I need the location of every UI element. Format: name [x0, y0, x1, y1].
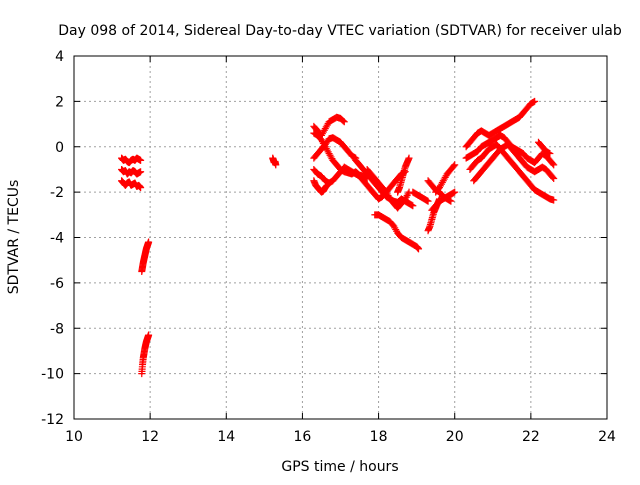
data-point: [339, 117, 347, 125]
y-tick-label: -8: [50, 321, 64, 337]
y-tick-label: -4: [50, 231, 64, 247]
series-f4: [394, 154, 413, 196]
data-point: [272, 161, 280, 169]
series-c: [138, 331, 153, 378]
y-tick-label: 4: [55, 49, 64, 65]
x-tick-label: 20: [446, 429, 464, 445]
series-d: [269, 154, 280, 169]
x-tick-label: 16: [294, 429, 312, 445]
data-point: [415, 245, 423, 253]
data-point: [145, 331, 153, 339]
x-tick-label: 14: [217, 429, 235, 445]
data-point: [409, 202, 417, 210]
data-point: [137, 156, 145, 164]
series-i1: [462, 97, 539, 151]
x-axis-label: GPS time / hours: [281, 459, 398, 475]
series-e1: [310, 113, 348, 139]
y-tick-label: -12: [41, 412, 64, 428]
data-point: [145, 238, 153, 246]
data-point: [451, 188, 459, 196]
data-point: [550, 175, 558, 183]
series-h1: [409, 188, 432, 205]
series-i5: [534, 138, 554, 158]
x-tick-label: 24: [598, 429, 616, 445]
x-tick-label: 12: [141, 429, 159, 445]
data-point: [550, 161, 558, 169]
x-tick-label: 18: [370, 429, 388, 445]
data-point: [531, 97, 539, 105]
y-tick-label: -6: [50, 276, 64, 292]
series-a2: [118, 165, 145, 178]
series-i4: [470, 140, 558, 185]
data-point: [450, 162, 458, 170]
grid-lines: [74, 56, 607, 419]
y-axis-label: SDTVAR / TECUs: [6, 180, 22, 295]
y-tick-label: -10: [41, 367, 64, 383]
data-point: [447, 197, 455, 205]
x-tick-label: 10: [65, 429, 83, 445]
series-f3: [363, 165, 413, 212]
series-e3: [310, 134, 360, 162]
data-point: [405, 154, 413, 162]
data-point: [451, 161, 459, 169]
data-point: [424, 197, 432, 205]
data-point: [550, 196, 558, 204]
y-tick-label: 2: [55, 94, 64, 110]
data-point: [404, 190, 412, 198]
data-point: [137, 184, 145, 192]
series-i3: [466, 140, 558, 204]
data-point: [340, 118, 348, 126]
data-markers: [118, 97, 558, 378]
y-tick-label: 0: [55, 140, 64, 156]
series-h5: [432, 161, 459, 196]
data-point: [549, 173, 557, 181]
series-a1: [118, 154, 145, 167]
data-point: [137, 168, 145, 176]
series-g: [371, 211, 423, 253]
chart-title: Day 098 of 2014, Sidereal Day-to-day VTE…: [58, 23, 622, 39]
series-b: [138, 238, 153, 276]
series-a3: [118, 177, 145, 192]
y-tick-label: -2: [50, 185, 64, 201]
data-point: [323, 181, 331, 189]
data-point: [549, 160, 557, 168]
axis-ticks: [73, 55, 608, 420]
series-e5: [310, 177, 331, 196]
data-point: [546, 150, 554, 158]
x-tick-label: 22: [522, 429, 540, 445]
